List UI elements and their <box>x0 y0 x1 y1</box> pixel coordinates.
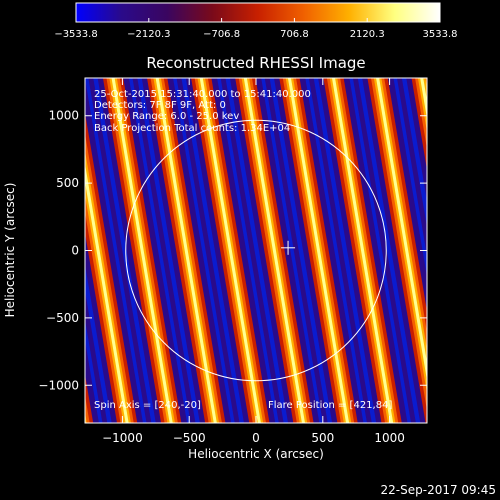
fringe-stripe <box>489 70 500 431</box>
annotation-block: 25-Oct-2015 15:31:40.000 to 15:41:40.000… <box>94 89 311 134</box>
x-tick-label: 0 <box>252 431 260 445</box>
colorbar-tick-label: 3533.8 <box>423 29 458 40</box>
x-tick-label: 500 <box>311 431 334 445</box>
fringe-stripe <box>376 78 427 381</box>
fringe-stripe <box>85 264 112 423</box>
x-tick-label: −1000 <box>102 431 143 445</box>
fringe-stripe <box>85 319 103 423</box>
fringe-stripe <box>199 78 261 423</box>
plot-image <box>85 70 500 431</box>
fringe-stripe <box>85 133 134 423</box>
fringe-stripe <box>269 78 333 423</box>
fringe-stripe <box>155 78 217 423</box>
fringe-stripe <box>243 78 306 423</box>
fringe-stripe <box>217 78 279 423</box>
colorbar-tick-label: −3533.8 <box>54 29 97 40</box>
annotation-line: 25-Oct-2015 15:31:40.000 to 15:41:40.000 <box>94 89 311 100</box>
fringe-stripe <box>128 78 191 423</box>
y-tick-label: 1000 <box>48 109 79 123</box>
fringe-stripe <box>461 70 500 431</box>
flare-marker-cross <box>281 240 296 255</box>
colorbar-tick-label: 706.8 <box>280 29 309 40</box>
fringe-stripe <box>420 78 427 119</box>
y-tick-label: −1000 <box>38 378 79 392</box>
spin-axis-label: Spin Axis = [240,-20] <box>94 400 201 411</box>
fringe-stripe <box>85 112 138 423</box>
chart-title: Reconstructed RHESSI Image <box>146 54 365 72</box>
fringe-stripe <box>85 374 94 423</box>
fringe-stripe <box>458 70 500 431</box>
fringe-stripe <box>181 78 244 423</box>
fringe-stripe <box>111 78 173 423</box>
fringe-stripe <box>436 70 500 431</box>
fringe-stripe <box>85 163 129 423</box>
fringe-stripe <box>357 78 421 423</box>
colorbar-ticks: −3533.8 −2120.3 −706.8 706.8 2120.3 3533.8 <box>54 18 458 40</box>
y-tick-label: −500 <box>46 311 79 325</box>
fringe-stripe <box>373 78 427 394</box>
annotation-line: Detectors: 7F 8F 9F, Att: 0 <box>94 100 226 111</box>
fringe-stripe <box>173 78 235 423</box>
fringe-stripe <box>305 78 367 423</box>
y-axis-ticks: −1000 −500 0 500 1000 <box>38 109 427 392</box>
fringe-stripe <box>367 78 427 423</box>
fringe-stripe <box>480 70 500 431</box>
fringe-stripe <box>85 150 131 423</box>
fringe-stripe <box>287 78 350 423</box>
colorbar-tick-label: −2120.3 <box>127 29 170 40</box>
timestamp: 22-Sep-2017 09:45 <box>381 483 496 497</box>
x-axis-label: Heliocentric X (arcsec) <box>188 447 324 461</box>
y-tick-label: 500 <box>56 176 79 190</box>
x-tick-label: −500 <box>173 431 206 445</box>
fringe-stripe <box>349 78 412 423</box>
annotation-line: Back Projection Total counts: 1.34E+04 <box>94 123 290 134</box>
fringe-stripe <box>463 70 500 431</box>
fringe-stripe <box>261 78 323 423</box>
fringe-stripe <box>445 70 500 431</box>
fringe-stripe <box>137 78 200 423</box>
fringe-stripe <box>225 78 289 423</box>
fringe-stripe <box>401 78 427 228</box>
x-axis-ticks: −1000 −500 0 500 1000 <box>102 78 405 445</box>
y-axis-label: Heliocentric Y (arcsec) <box>3 183 17 318</box>
solar-limb-circle <box>125 119 387 382</box>
fringe-stripe <box>85 78 147 423</box>
y-tick-label: 0 <box>71 244 79 258</box>
x-tick-label: 1000 <box>374 431 405 445</box>
annotation-line: Energy Range: 6.0 - 25.0 kev <box>94 111 239 122</box>
colorbar-tick-label: −706.8 <box>203 29 240 40</box>
fringe-stripes <box>85 70 500 431</box>
fringe-stripe <box>393 78 427 277</box>
fringe-stripe <box>454 70 500 431</box>
fringe-stripe <box>93 78 156 423</box>
colorbar-tick-label: 2120.3 <box>350 29 385 40</box>
colorbar <box>75 2 441 23</box>
fringe-stripe <box>313 78 377 423</box>
fringe-stripe <box>331 78 394 423</box>
flare-position-label: Flare Position = [421,84] <box>268 400 392 411</box>
fringe-stripe <box>85 395 90 423</box>
